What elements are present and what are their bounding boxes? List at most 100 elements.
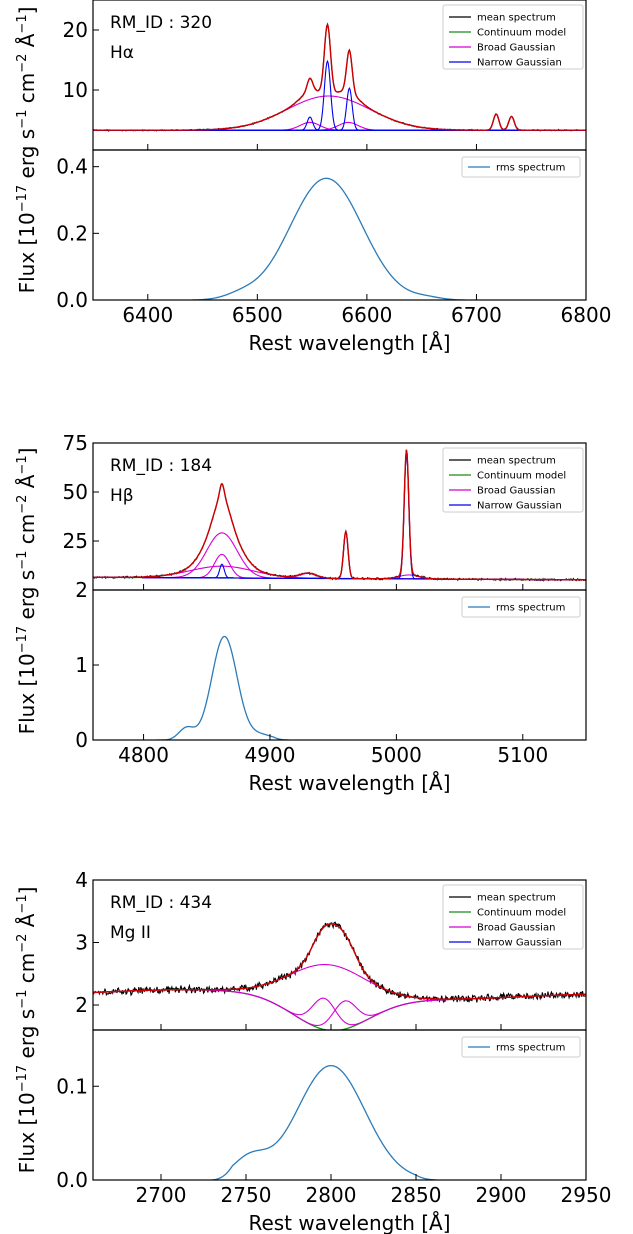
total-model-line — [93, 449, 586, 581]
x-tick-label: 4800 — [118, 743, 169, 767]
legend-entry: mean spectrum — [477, 893, 556, 904]
broad-gaussian-3 — [93, 121, 586, 131]
panel-2: 4800 4900 5000 5100 25 50 75 0 1 2 RM_ID : 184 Hβ me… — [15, 431, 587, 795]
legend-box — [461, 1036, 581, 1058]
x-tick-label: 2700 — [136, 1183, 187, 1207]
rms-spectrum-line — [156, 635, 289, 740]
x-tick-label: 2750 — [221, 1183, 272, 1207]
legend-entry: Continuum model — [477, 28, 566, 39]
bottom-y-tick-label: 2 — [75, 578, 88, 602]
legend-entry: Broad Gaussian — [477, 486, 555, 497]
legend-entry: Continuum model — [477, 471, 566, 482]
x-tick-label: 6600 — [341, 303, 392, 327]
y-axis-label: Flux [10−17 erg s−1 cm−2 Å−1] — [15, 448, 39, 735]
emission-line-label: Hβ — [110, 486, 134, 506]
legend-box — [461, 156, 581, 178]
rms-spectrum-line — [191, 177, 466, 300]
x-tick-label: 2950 — [561, 1183, 612, 1207]
top-plot-area — [93, 921, 586, 1030]
bottom-legend: rms spectrum — [461, 1036, 581, 1058]
x-tick-label: 6400 — [122, 303, 173, 327]
top-y-tick-label: 4 — [75, 868, 88, 892]
bottom-axes-frame — [92, 149, 587, 301]
top-plot-area — [93, 22, 586, 132]
top-plot-area — [93, 449, 586, 582]
rm-id-label: RM_ID : 320 — [110, 13, 212, 33]
bottom-plot-area — [156, 635, 289, 740]
top-y-tick-label: 25 — [63, 529, 88, 553]
narrow-gaussian-5 — [93, 115, 586, 131]
legend-entry: Narrow Gaussian — [477, 501, 562, 512]
x-tick-label: 6500 — [232, 303, 283, 327]
narrow-gaussian-3 — [93, 86, 586, 131]
top-y-tick-label: 2 — [75, 993, 88, 1017]
legend-entry: rms spectrum — [496, 603, 565, 614]
x-tick-label: 5100 — [497, 743, 548, 767]
bottom-plot-area — [191, 177, 466, 300]
panel-1: 6400 6500 6600 6700 6800 10 20 0.0 0.2 0.4 RM_ID :… — [15, 0, 611, 355]
legend-entry: Narrow Gaussian — [477, 938, 562, 949]
x-tick-label: 4900 — [245, 743, 296, 767]
top-legend: mean spectrum Continuum model Broad Gaussi… — [442, 884, 584, 950]
legend-entry: rms spectrum — [496, 1043, 565, 1054]
top-y-tick-label: 50 — [63, 480, 88, 504]
bottom-y-tick-label: 0.4 — [56, 155, 88, 179]
bottom-legend: rms spectrum — [461, 156, 581, 178]
narrow-gaussian-2 — [93, 59, 586, 131]
x-tick-label: 6800 — [561, 303, 612, 327]
bottom-y-tick-label: 0.1 — [56, 1074, 88, 1098]
y-axis-label: Flux [10−17 erg s−1 cm−2 Å−1] — [15, 7, 39, 294]
emission-line-label: Hα — [110, 43, 134, 63]
total-model-line — [93, 22, 586, 131]
bottom-y-tick-label: 0.2 — [56, 221, 88, 245]
legend-entry: Continuum model — [477, 908, 566, 919]
rm-id-label: RM_ID : 434 — [110, 893, 212, 913]
top-y-tick-label: 20 — [63, 18, 88, 42]
top-legend: mean spectrum Continuum model Broad Gaussi… — [442, 447, 584, 513]
y-axis-label: Flux [10−17 erg s−1 cm−2 Å−1] — [15, 887, 39, 1174]
bottom-y-tick-label: 1 — [75, 653, 88, 677]
top-y-tick-label: 75 — [63, 431, 88, 455]
narrow-gaussian-2 — [93, 529, 586, 581]
legend-entry: mean spectrum — [477, 13, 556, 24]
x-tick-label: 6700 — [451, 303, 502, 327]
rms-spectrum-line — [211, 1064, 437, 1180]
bottom-legend: rms spectrum — [461, 596, 581, 618]
legend-box — [442, 447, 584, 513]
broad-gaussian-2 — [93, 989, 586, 1026]
bottom-y-tick-label: 0.0 — [56, 1168, 88, 1192]
broad-gaussian-1 — [93, 964, 586, 1000]
legend-box — [442, 884, 584, 950]
broad-gaussian-2 — [93, 121, 586, 131]
legend-entry: mean spectrum — [477, 456, 556, 467]
broad-gaussian-3 — [93, 989, 586, 1026]
bottom-y-tick-label: 0.0 — [56, 288, 88, 312]
narrow-gaussian-1 — [93, 116, 586, 131]
bottom-plot-area — [211, 1064, 437, 1180]
top-legend: mean spectrum Continuum model Broad Gaussi… — [442, 4, 584, 70]
x-tick-label: 2850 — [391, 1183, 442, 1207]
bottom-axes-frame — [92, 1029, 587, 1181]
x-axis-label: Rest wavelength [Å] — [248, 1211, 450, 1234]
continuum-model-line — [93, 989, 586, 1030]
legend-entry: Broad Gaussian — [477, 43, 555, 54]
top-y-tick-label: 10 — [63, 78, 88, 102]
x-tick-label: 5000 — [371, 743, 422, 767]
top-y-tick-label: 3 — [75, 931, 88, 955]
panel-3: 2700 2750 2800 2850 2900 2950 2 3 4 0.0 0.1 RM_ID :… — [15, 868, 611, 1234]
legend-entry: Narrow Gaussian — [477, 58, 562, 69]
rm-id-label: RM_ID : 184 — [110, 456, 212, 476]
legend-entry: Broad Gaussian — [477, 923, 555, 934]
legend-entry: rms spectrum — [496, 163, 565, 174]
emission-line-label: Mg II — [110, 923, 151, 943]
x-axis-label: Rest wavelength [Å] — [248, 331, 450, 355]
x-axis-label: Rest wavelength [Å] — [248, 771, 450, 795]
x-tick-label: 2800 — [306, 1183, 357, 1207]
mean-spectrum-line — [93, 921, 586, 1004]
bottom-y-tick-label: 0 — [75, 728, 88, 752]
broad-gaussian-1 — [93, 532, 586, 581]
legend-box — [442, 4, 584, 70]
total-model-line — [93, 923, 586, 1000]
legend-box — [461, 596, 581, 618]
